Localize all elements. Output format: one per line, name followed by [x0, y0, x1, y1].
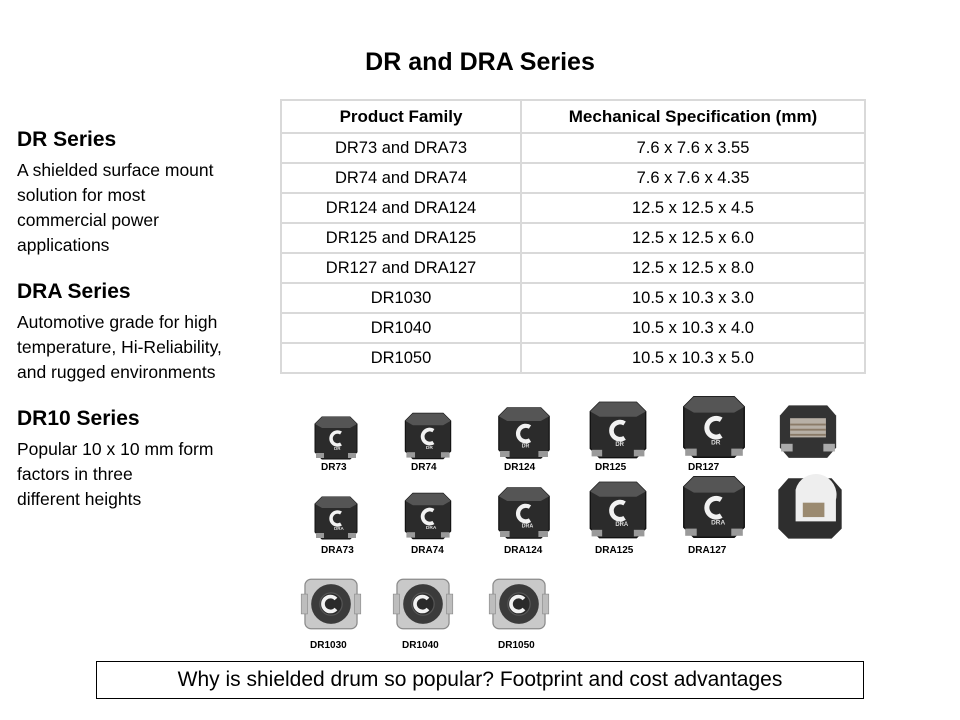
spec-table: Product Family Mechanical Specification …: [280, 99, 866, 374]
mechanical-spec-cell: 12.5 x 12.5 x 4.5: [522, 194, 864, 222]
dra-series-block: DRA Series Automotive grade for high tem…: [17, 280, 277, 385]
product-image-label: DR1050: [498, 640, 535, 651]
product-image-label: DRA127: [688, 545, 727, 556]
product-image-dr73: DR: [311, 413, 361, 468]
table-row: DR73 and DRA73 7.6 x 7.6 x 3.55: [282, 134, 864, 162]
inductor-image: DRA: [314, 496, 358, 540]
inductor-image: [488, 578, 550, 630]
dr-series-block: DR Series A shielded surface mount solut…: [17, 128, 277, 258]
mechanical-spec-cell: 7.6 x 7.6 x 4.35: [522, 164, 864, 192]
product-image-dr1030: [300, 573, 362, 640]
product-image-label: DR1040: [402, 640, 439, 651]
product-image-label: DRA73: [321, 545, 354, 556]
product-image-dra124: DRA: [494, 483, 554, 548]
product-image-dr127: DR: [678, 391, 750, 468]
product-image-dr74: DR: [401, 409, 455, 468]
product-family-cell: DR127 and DRA127: [282, 254, 520, 282]
table-row: DR74 and DRA74 7.6 x 7.6 x 4.35: [282, 164, 864, 192]
product-image-label: DR1030: [310, 640, 347, 651]
product-family-cell: DR124 and DRA124: [282, 194, 520, 222]
slide-title: DR and DRA Series: [365, 48, 595, 76]
svg-text:DRA: DRA: [522, 523, 534, 529]
product-image-dr124: DR: [494, 403, 554, 468]
mechanical-spec-cell: 7.6 x 7.6 x 3.55: [522, 134, 864, 162]
inductor-image: DR: [589, 401, 647, 459]
inductor-image: [300, 578, 362, 630]
inductor-image: DR: [404, 412, 452, 460]
product-image-dra125: DRA: [585, 477, 651, 548]
mechanical-spec-cell: 10.5 x 10.3 x 3.0: [522, 284, 864, 312]
product-image-dra73: DRA: [311, 493, 361, 548]
series-descriptions: DR Series A shielded surface mount solut…: [17, 128, 277, 534]
product-family-cell: DR125 and DRA125: [282, 224, 520, 252]
inductor-cutaway-image: [779, 405, 837, 458]
mechanical-spec-cell: 10.5 x 10.3 x 5.0: [522, 344, 864, 372]
svg-text:DR: DR: [711, 439, 721, 446]
product-image-dra74: DRA: [401, 489, 455, 548]
svg-text:DRA: DRA: [615, 522, 629, 528]
mechanical-spec-cell: 10.5 x 10.3 x 4.0: [522, 314, 864, 342]
product-family-cell: DR73 and DRA73: [282, 134, 520, 162]
product-image-dr1040: [392, 573, 454, 640]
dr-series-description: A shielded surface mount solution for mo…: [17, 160, 214, 255]
column-header-product-family: Product Family: [282, 101, 520, 132]
table-row: DR125 and DRA125 12.5 x 12.5 x 6.0: [282, 224, 864, 252]
dr10-series-block: DR10 Series Popular 10 x 10 mm form fact…: [17, 407, 277, 512]
dr10-series-title: DR10 Series: [17, 407, 140, 430]
dr10-series-description: Popular 10 x 10 mm form factors in three…: [17, 439, 214, 509]
inductor-image: DRA: [589, 481, 647, 539]
product-image-label: DR74: [411, 462, 437, 473]
dra-series-title: DRA Series: [17, 280, 131, 303]
product-images: DR DR73 DR DR74 DR DR124 DR DR125 DR DR127 DRA DRA7…: [300, 395, 860, 655]
footer-callout: Why is shielded drum so popular? Footpri…: [96, 661, 864, 699]
svg-text:DR: DR: [334, 446, 341, 451]
inductor-image: DR: [683, 396, 745, 458]
inductor-image: DRA: [683, 476, 745, 538]
product-image-dr1050: [488, 573, 550, 640]
table-row: DR124 and DRA124 12.5 x 12.5 x 4.5: [282, 194, 864, 222]
svg-text:DRA: DRA: [334, 526, 344, 531]
table-header-row: Product Family Mechanical Specification …: [282, 101, 864, 132]
dr-series-title: DR Series: [17, 128, 117, 151]
table-row: DR1030 10.5 x 10.3 x 3.0: [282, 284, 864, 312]
column-header-mechanical-spec: Mechanical Specification (mm): [522, 101, 864, 132]
product-family-cell: DR74 and DRA74: [282, 164, 520, 192]
dra-series-description: Automotive grade for high temperature, H…: [17, 312, 222, 382]
product-image-label: DR73: [321, 462, 347, 473]
table-row: DR1050 10.5 x 10.3 x 5.0: [282, 344, 864, 372]
product-family-cell: DR1030: [282, 284, 520, 312]
table-row: DR127 and DRA127 12.5 x 12.5 x 8.0: [282, 254, 864, 282]
product-family-cell: DR1040: [282, 314, 520, 342]
table-row: DR1040 10.5 x 10.3 x 4.0: [282, 314, 864, 342]
product-image-dr125: DR: [585, 397, 651, 468]
inductor-image: DR: [314, 416, 358, 460]
product-family-cell: DR1050: [282, 344, 520, 372]
product-image-label: DR125: [595, 462, 627, 473]
product-image-label: DRA74: [411, 545, 444, 556]
product-image-label: DR124: [504, 462, 536, 473]
cutaway-view-2: [774, 471, 846, 548]
mechanical-spec-cell: 12.5 x 12.5 x 6.0: [522, 224, 864, 252]
cutaway-view-1: [776, 399, 840, 468]
inductor-image: DRA: [498, 487, 550, 539]
svg-text:DR: DR: [522, 443, 530, 449]
product-image-label: DRA125: [595, 545, 634, 556]
inductor-image: [392, 578, 454, 630]
product-image-label: DR127: [688, 462, 720, 473]
product-image-dra127: DRA: [678, 471, 750, 548]
svg-text:DR: DR: [426, 445, 434, 451]
inductor-image: DRA: [404, 492, 452, 540]
inductor-image: DR: [498, 407, 550, 459]
inductor-section-image: [778, 473, 842, 539]
svg-text:DRA: DRA: [711, 519, 725, 526]
product-image-label: DRA124: [504, 545, 543, 556]
mechanical-spec-cell: 12.5 x 12.5 x 8.0: [522, 254, 864, 282]
svg-text:DR: DR: [615, 442, 624, 448]
svg-text:DRA: DRA: [426, 525, 437, 531]
